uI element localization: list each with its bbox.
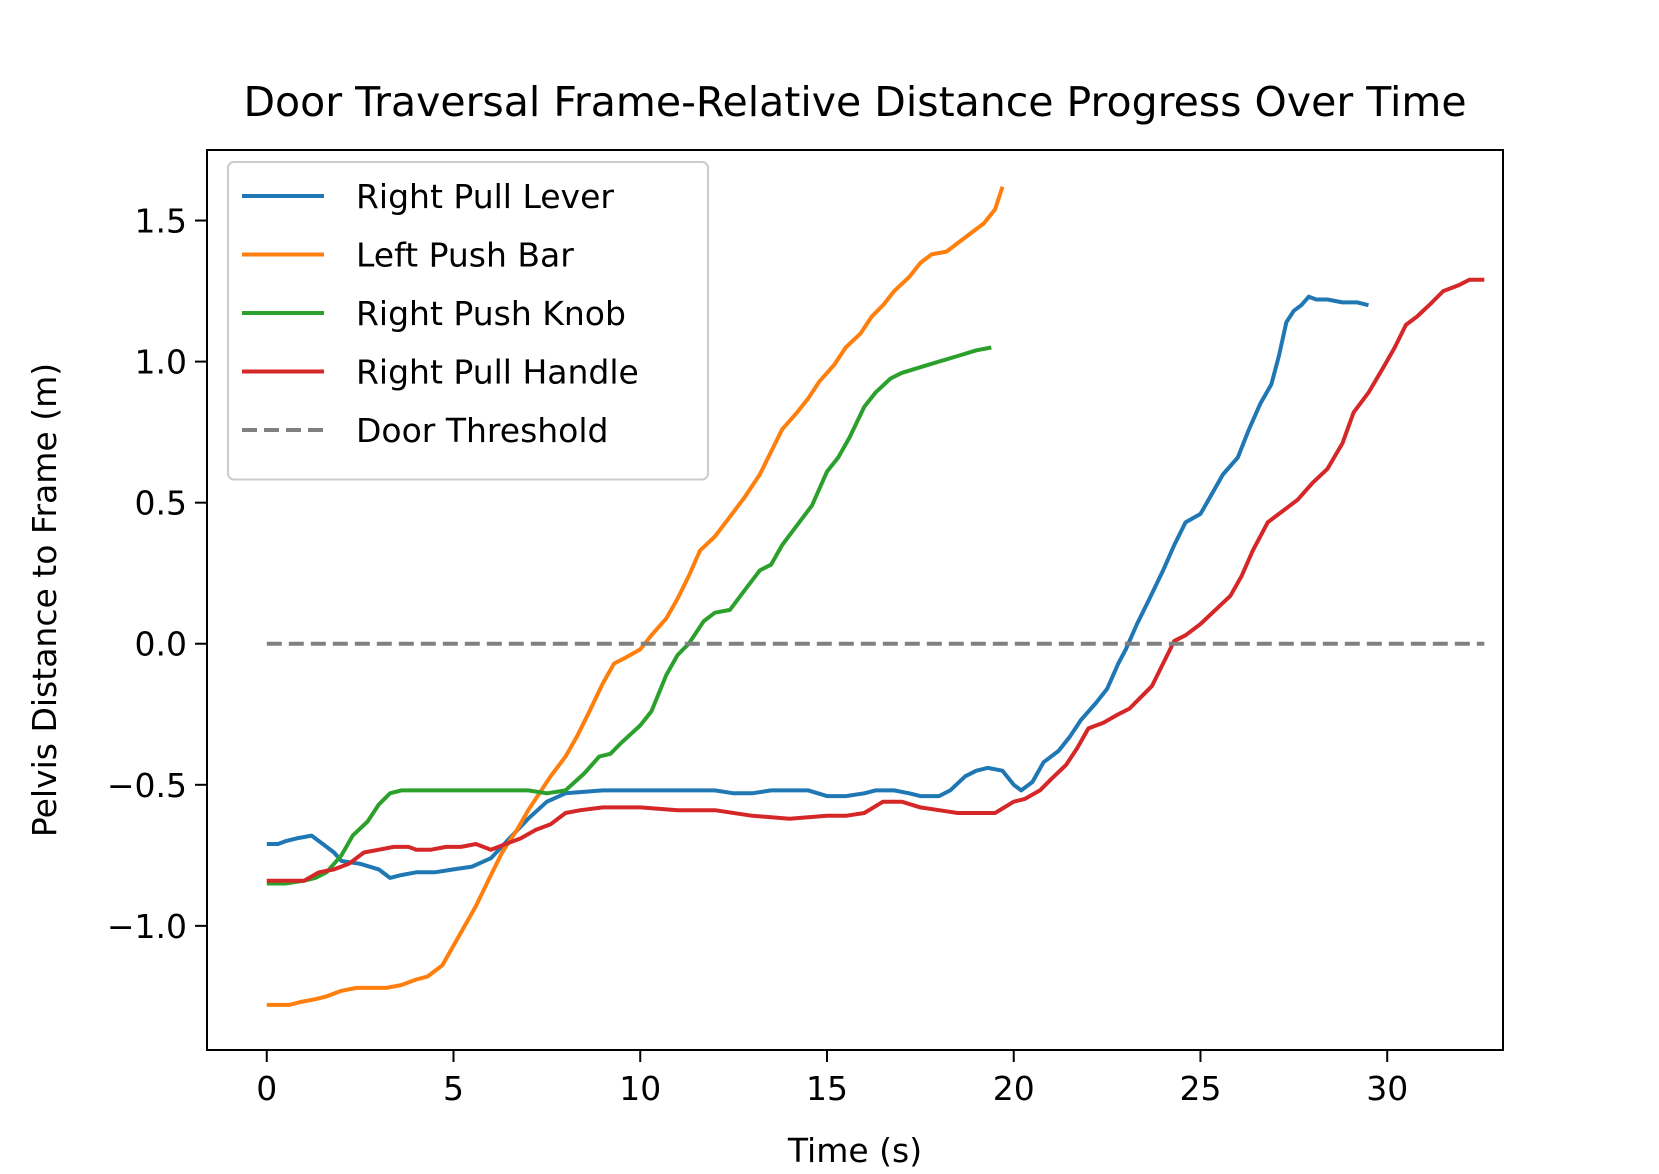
y-axis-label: Pelvis Distance to Frame (m) <box>25 363 64 837</box>
y-tick-label: 1.0 <box>135 343 187 382</box>
x-tick-label: 10 <box>619 1069 661 1108</box>
legend-label-0: Right Pull Lever <box>356 177 614 216</box>
y-tick-label: 0.0 <box>135 625 187 664</box>
series-line-2 <box>266 345 992 886</box>
series-line-0 <box>266 294 1369 880</box>
x-tick-label: 25 <box>1179 1069 1221 1108</box>
y-tick-label: −1.0 <box>107 907 187 946</box>
y-axis: −1.0 −0.5 0.0 0.5 1.0 1.5 <box>107 202 207 946</box>
x-tick-label: 15 <box>806 1069 848 1108</box>
legend: Right Pull Lever Left Push Bar Right Push … <box>227 161 709 481</box>
legend-box <box>227 161 709 481</box>
x-tick-label: 0 <box>256 1069 277 1108</box>
y-tick-label: 0.5 <box>135 484 187 523</box>
x-tick-label: 5 <box>443 1069 464 1108</box>
y-tick-label: 1.5 <box>135 202 187 241</box>
x-tick-label: 30 <box>1366 1069 1408 1108</box>
series-line-1 <box>266 186 1005 1007</box>
series-line-3 <box>266 277 1485 883</box>
x-tick-label: 20 <box>993 1069 1035 1108</box>
legend-label-2: Right Push Knob <box>356 294 626 333</box>
plot-series <box>266 186 1485 1007</box>
x-axis-label: Time (s) <box>787 1131 922 1170</box>
plot-frame <box>206 149 1504 1051</box>
x-axis: 0 5 10 15 20 25 30 <box>256 1050 1408 1108</box>
chart-title: Door Traversal Frame-Relative Distance P… <box>243 78 1466 126</box>
y-tick-label: −0.5 <box>107 766 187 805</box>
legend-label-1: Left Push Bar <box>356 236 574 275</box>
legend-label-3: Right Pull Handle <box>356 353 639 392</box>
legend-label-4: Door Threshold <box>356 411 608 450</box>
